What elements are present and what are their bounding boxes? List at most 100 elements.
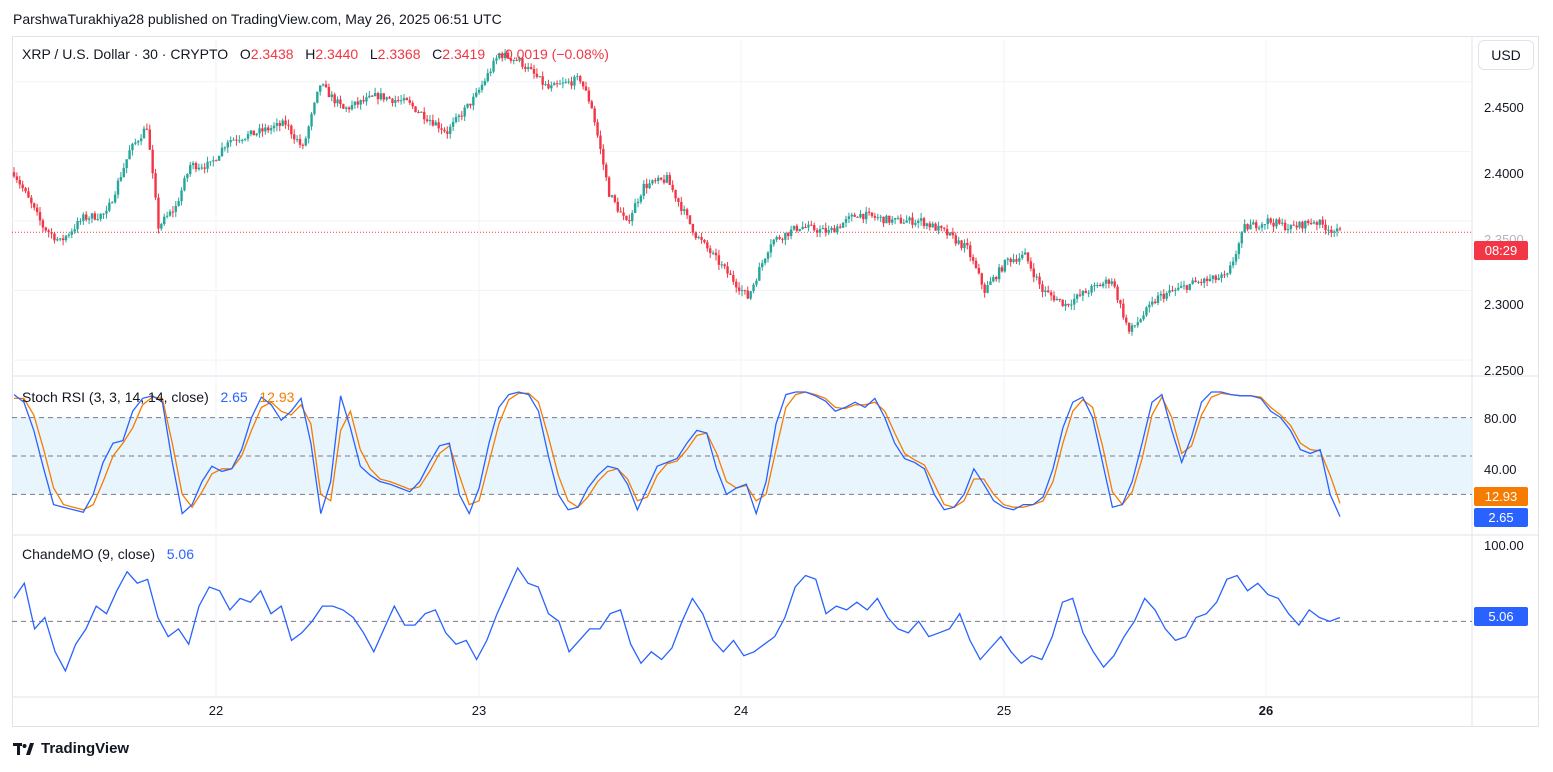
candle-body — [931, 223, 934, 228]
candle-body — [1049, 292, 1053, 296]
candle-body — [1023, 252, 1027, 255]
candle-body — [633, 203, 637, 214]
candle-body — [1032, 268, 1035, 278]
candle-body — [1153, 301, 1157, 303]
candle-body — [775, 237, 778, 240]
tradingview-logo-icon — [13, 742, 34, 755]
candle-body — [249, 130, 253, 135]
candle-body — [737, 287, 741, 292]
candle-body — [1179, 286, 1183, 288]
candle-body — [1096, 284, 1099, 286]
candle-body — [937, 225, 940, 231]
candle-body — [859, 213, 862, 218]
candle-body — [1240, 232, 1243, 244]
candle-body — [882, 216, 885, 224]
candle-body — [865, 211, 868, 220]
candle-body — [278, 123, 281, 126]
candle-body — [420, 111, 423, 113]
candle-body — [1191, 280, 1194, 284]
candle-body — [1064, 303, 1067, 307]
candle-body — [1099, 284, 1102, 287]
currency-button[interactable]: USD — [1478, 40, 1534, 70]
close-value: 2.3419 — [442, 46, 486, 62]
candle-body — [1214, 275, 1217, 280]
stoch-k-line — [13, 391, 1341, 517]
stoch-d-tag: 12.93 — [1474, 487, 1528, 506]
indicator-lines — [13, 391, 1341, 673]
candle-body — [862, 213, 865, 220]
candle-body — [763, 258, 767, 264]
candle-body — [1283, 222, 1287, 231]
candle-body — [105, 210, 108, 214]
candle-body — [174, 205, 177, 212]
candle-body — [1116, 286, 1119, 301]
candle-body — [795, 225, 799, 231]
candle-body — [1231, 261, 1235, 266]
candle-body — [917, 220, 920, 223]
candle-body — [674, 189, 677, 199]
candle-body — [732, 274, 735, 282]
candle-body — [102, 213, 105, 215]
candle-body — [804, 226, 807, 228]
candle-body — [1255, 222, 1258, 229]
candle-body — [870, 212, 874, 216]
candle-body — [264, 127, 267, 132]
candle-body — [379, 93, 383, 100]
price-tick: 2.4500 — [1484, 100, 1524, 115]
candle-body — [596, 122, 599, 136]
candle-body — [1266, 218, 1269, 225]
candle-body — [584, 86, 588, 91]
candle-body — [347, 107, 351, 110]
candle-body — [56, 239, 59, 241]
candle-body — [21, 184, 24, 189]
candle-body — [758, 267, 761, 281]
candle-body — [252, 130, 255, 136]
candle-body — [313, 102, 316, 114]
candle-body — [665, 175, 669, 183]
candle-body — [954, 235, 957, 244]
countdown-tag: 08:29 — [1474, 241, 1528, 260]
candle-body — [1330, 229, 1333, 233]
candle-body — [714, 252, 718, 256]
candle-body — [893, 218, 897, 220]
candle-body — [469, 103, 472, 106]
candle-body — [298, 139, 302, 145]
candle-body — [541, 76, 544, 85]
candle-body — [798, 228, 801, 231]
candle-body — [815, 230, 819, 233]
candle-body — [1304, 220, 1307, 229]
candle-body — [787, 232, 790, 237]
candle-body — [1113, 281, 1116, 287]
candle-body — [417, 112, 420, 114]
candle-body — [457, 115, 461, 118]
candle-body — [706, 242, 709, 249]
candle-body — [15, 176, 19, 181]
candle-body — [602, 148, 605, 165]
time-tick: 26 — [1258, 703, 1274, 718]
candle-body — [654, 180, 657, 182]
candle-body — [1073, 298, 1076, 305]
candle-body — [847, 216, 851, 219]
candle-body — [1047, 290, 1050, 293]
candle-body — [590, 101, 593, 109]
candle-body — [209, 161, 212, 163]
candle-body — [885, 215, 888, 224]
candle-body — [33, 203, 36, 208]
candle-body — [1078, 294, 1082, 296]
candle-body — [992, 277, 995, 282]
candle-body — [368, 95, 371, 98]
candle-body — [492, 60, 495, 72]
close-label: C — [432, 46, 443, 62]
candle-body — [605, 164, 608, 178]
candle-body — [928, 223, 931, 228]
candle-body — [1278, 219, 1281, 224]
candle-body — [1110, 281, 1113, 284]
candle-body — [547, 84, 550, 89]
candle-body — [801, 226, 804, 229]
tradingview-logo[interactable]: TradingView — [13, 740, 129, 757]
candle-body — [1226, 273, 1229, 275]
candle-body — [310, 113, 313, 127]
candle-body — [685, 209, 689, 216]
candle-body — [1272, 222, 1275, 227]
